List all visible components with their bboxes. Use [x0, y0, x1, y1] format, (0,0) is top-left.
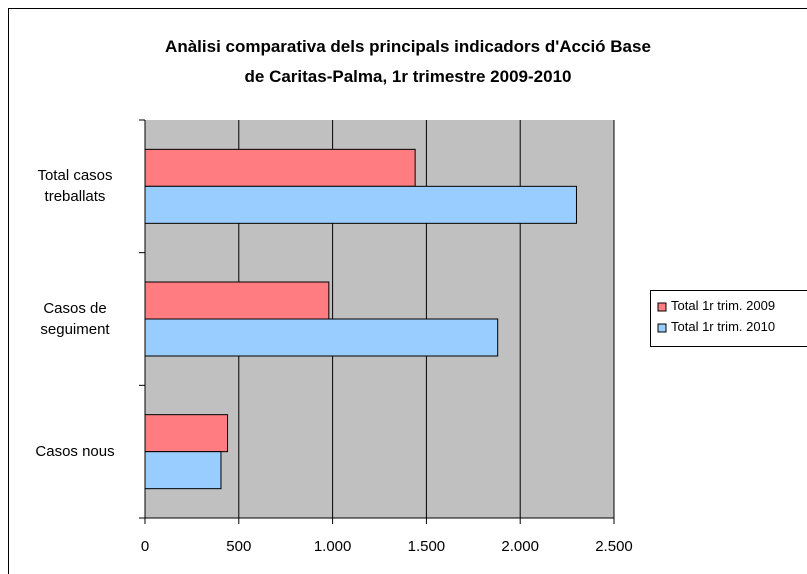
x-tick-label: 1.500	[407, 538, 446, 555]
bar	[144, 318, 499, 357]
legend-box	[650, 290, 807, 347]
chart-title: Anàlisi comparativa dels principals indi…	[165, 37, 651, 86]
bar	[144, 414, 229, 453]
legend-swatch	[657, 323, 667, 333]
bar	[144, 281, 330, 320]
x-tick-label: 1.000	[313, 538, 352, 555]
y-tick-label: Total casos treballats	[37, 167, 113, 206]
bar	[144, 451, 222, 490]
x-tick-label: 500	[226, 538, 252, 555]
legend-swatch	[657, 302, 667, 312]
y-tick-label: Casos de seguiment	[40, 300, 110, 338]
y-tick-label: Casos nous	[35, 443, 115, 461]
legend-label: Total 1r trim. 2009	[671, 298, 776, 313]
bar	[144, 148, 416, 187]
bar	[144, 185, 577, 224]
x-tick-label: 0	[140, 538, 150, 555]
legend-label: Total 1r trim. 2010	[671, 319, 776, 334]
x-tick-label: 2.000	[501, 538, 539, 555]
x-tick-label: 2.500	[595, 538, 633, 555]
